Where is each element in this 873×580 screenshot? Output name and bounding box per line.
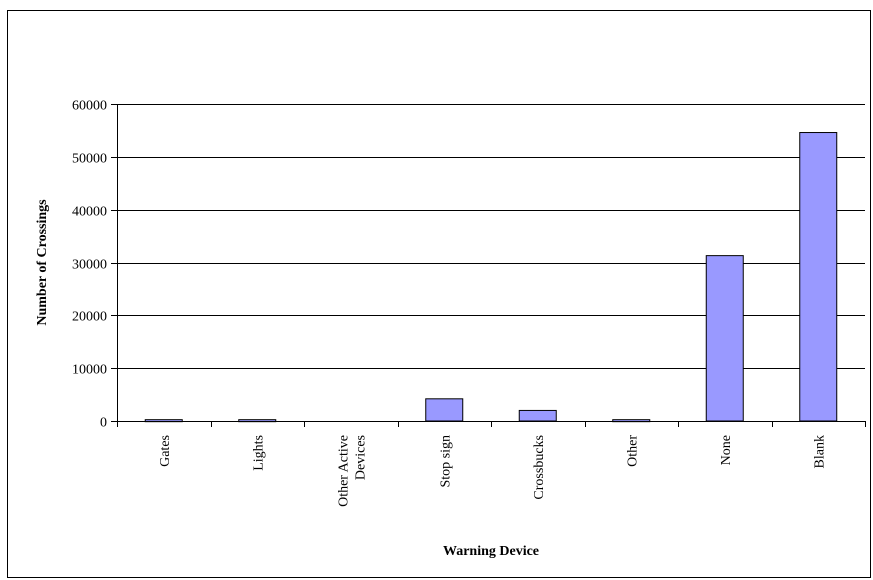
x-tick-label: Gates — [158, 435, 173, 467]
x-tick-label: Crossbucks — [532, 435, 547, 500]
x-tick-labels: Gates Lights Other Active Devices Stop sign C… — [158, 435, 828, 507]
y-tick-label: 10000 — [72, 363, 107, 378]
y-axis-title: Number of Crossings — [35, 199, 50, 326]
x-tick-label: None — [719, 435, 734, 465]
y-tick-label: 20000 — [72, 310, 107, 325]
bars — [144, 132, 838, 423]
y-tick-label: 30000 — [72, 258, 107, 273]
x-tick-label: Other — [625, 435, 640, 467]
x-axis-title: Warning Device — [443, 544, 539, 559]
bar — [518, 409, 557, 422]
y-tick-label: 60000 — [72, 99, 107, 114]
y-tick-label: 50000 — [72, 152, 107, 167]
x-tick-label: Other Active Devices — [336, 435, 368, 507]
y-tick-labels: 0 10000 20000 30000 40000 50000 60000 — [72, 99, 107, 431]
axes — [111, 104, 866, 427]
y-tick-label: 0 — [100, 416, 107, 431]
x-tick-label: Lights — [251, 435, 266, 471]
bar — [425, 398, 464, 422]
bar — [705, 255, 744, 422]
bar — [799, 132, 838, 422]
y-tick-label: 40000 — [72, 205, 107, 220]
x-tick-label: Stop sign — [438, 435, 453, 488]
x-tick-label: Blank — [812, 435, 827, 468]
gridlines — [117, 104, 865, 369]
